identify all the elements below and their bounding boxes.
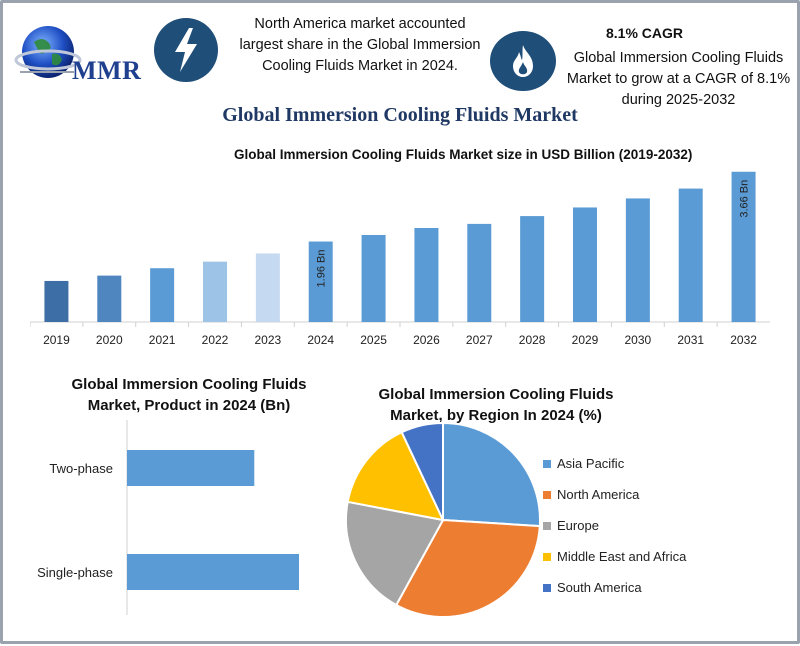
- pie-slice-north-america: [394, 518, 541, 618]
- bar-2031: [678, 188, 703, 322]
- market-size-bar-chart: 2019 2020 2021 2022 2023 2024 1.96 Bn 2025 2026 2…: [30, 171, 770, 347]
- lightning-icon: [154, 18, 218, 82]
- x-tick-label-2027: 2027: [466, 333, 493, 347]
- bar-2028: [520, 216, 545, 322]
- category-label-single-phase: Single-phase: [37, 565, 113, 580]
- category-label-two-phase: Two-phase: [49, 461, 113, 476]
- legend-swatch: [543, 583, 551, 592]
- logo-text: MMR: [72, 56, 142, 85]
- bar-chart-title: Global Immersion Cooling Fluids Market s…: [234, 147, 693, 162]
- x-tick-label-2019: 2019: [43, 333, 70, 347]
- page-title: Global Immersion Cooling Fluids Market: [222, 104, 578, 126]
- bar-2020: [97, 275, 122, 322]
- bar-2019: [44, 280, 69, 322]
- pie-legend: Asia Pacific North America Europe Middle Ea…: [543, 448, 686, 603]
- bar-2023: [255, 253, 280, 322]
- pie-slice-middle-east-and-africa: [346, 430, 445, 522]
- bar-2030: [625, 198, 650, 322]
- legend-swatch: [543, 490, 551, 499]
- x-tick-label-2021: 2021: [149, 333, 176, 347]
- legend-swatch: [543, 552, 551, 561]
- data-label-2032: 3.66 Bn: [739, 180, 751, 218]
- x-tick-label-2031: 2031: [677, 333, 704, 347]
- region-pie-chart: [345, 421, 541, 618]
- legend-label: South America: [557, 580, 642, 595]
- legend-item-middle-east-and-africa: Middle East and Africa: [543, 541, 686, 572]
- legend-label: North America: [557, 487, 640, 502]
- hbar-single-phase: [127, 554, 299, 590]
- cagr-title: 8.1% CAGR: [606, 25, 684, 41]
- legend-label: Asia Pacific: [557, 456, 625, 471]
- pie-slice-asia-pacific: [442, 421, 541, 528]
- legend-swatch: [543, 459, 551, 468]
- x-tick-label-2022: 2022: [202, 333, 229, 347]
- x-tick-label-2024: 2024: [307, 333, 334, 347]
- legend-item-asia-pacific: Asia Pacific: [543, 448, 686, 479]
- x-tick-label-2020: 2020: [96, 333, 123, 347]
- north-america-share-text: North America market accounted largest s…: [239, 16, 481, 74]
- flame-icon: [490, 31, 556, 91]
- data-label-2024: 1.96 Bn: [316, 250, 328, 288]
- legend-swatch: [543, 521, 551, 530]
- bar-2029: [573, 207, 597, 322]
- legend-item-europe: Europe: [543, 510, 686, 541]
- legend-label: Middle East and Africa: [557, 549, 687, 564]
- product-bar-chart: Two-phase Single-phase: [37, 420, 299, 615]
- legend-item-south-america: South America: [543, 572, 686, 603]
- bar-2027: [467, 223, 492, 322]
- product-chart-title: Global Immersion Cooling Fluids Market, …: [71, 376, 307, 414]
- bar-2032: [731, 171, 756, 322]
- legend-label: Europe: [557, 518, 599, 533]
- bar-2021: [150, 268, 175, 322]
- x-tick-label-2025: 2025: [360, 333, 387, 347]
- x-tick-label-2030: 2030: [625, 333, 652, 347]
- region-chart-title: Global Immersion Cooling Fluids Market, …: [378, 386, 614, 424]
- bar-2022: [203, 261, 227, 322]
- pie-slice-europe: [345, 500, 445, 607]
- x-tick-label-2026: 2026: [413, 333, 440, 347]
- x-tick-label-2032: 2032: [730, 333, 757, 347]
- bar-2026: [414, 227, 439, 322]
- hbar-two-phase: [127, 450, 255, 486]
- pie-slice-south-america: [400, 421, 444, 521]
- bar-2025: [361, 234, 386, 322]
- x-tick-label-2023: 2023: [255, 333, 282, 347]
- bar-2024: [308, 241, 333, 322]
- x-tick-label-2028: 2028: [519, 333, 546, 347]
- globe-icon: [14, 26, 82, 78]
- cagr-text: Global Immersion Cooling Fluids Market t…: [566, 50, 791, 108]
- x-tick-label-2029: 2029: [572, 333, 599, 347]
- legend-item-north-america: North America: [543, 479, 686, 510]
